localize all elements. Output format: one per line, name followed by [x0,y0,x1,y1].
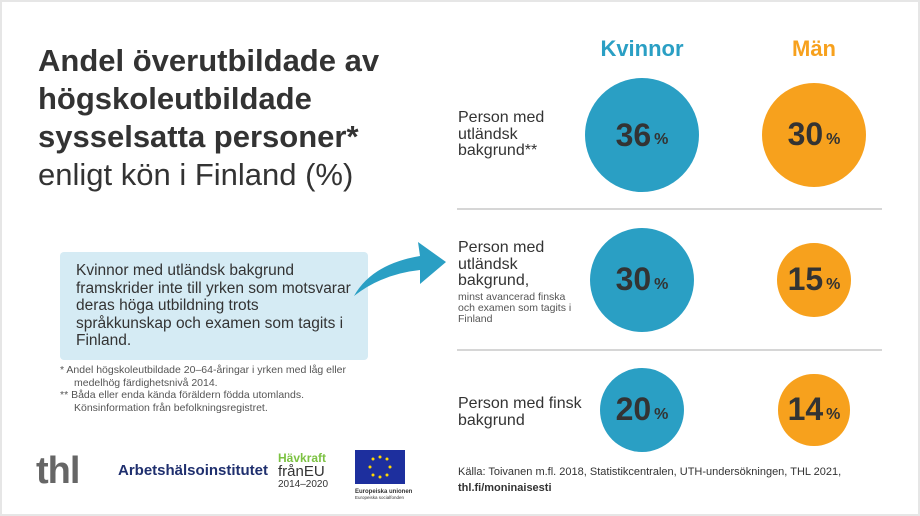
havkraft-logo: Hävkraft frånEU 2014–2020 [278,452,328,491]
footnote: ** Båda eller enda kända föräldern födda… [60,389,305,414]
arrow-icon [354,242,446,296]
source-link[interactable]: thl.fi/moninaisesti [458,482,552,494]
bubble-unit: % [826,130,841,148]
source: Källa: Toivanen m.fl. 2018, Statistikcen… [458,464,898,496]
bubble-unit: % [826,275,841,293]
source-text: Källa: Toivanen m.fl. 2018, Statistikcen… [458,466,842,478]
bubble-value: 36 [615,116,652,153]
row-label: Person med utländsk bakgrund, minst avanc… [458,239,578,325]
page-title: Andel överutbildade av högskoleutbildade… [38,42,458,194]
bubble-kvinnor: 20% [599,367,685,453]
havkraft-years: 2014–2020 [278,479,329,490]
bubble-kvinnor: 36% [585,78,699,192]
bubble-unit: % [654,131,669,148]
bubble-unit: % [654,405,669,423]
bubble-value: 30 [615,261,652,298]
footnote: * Andel högskoleutbildade 20–64-åringar … [60,364,347,389]
bubble-value: 14 [787,391,824,428]
bubble-unit: % [654,275,669,293]
legend-man: Män [792,36,836,61]
row-label: Person med finsk bakgrund [458,395,588,429]
row-label-text: Person med utländsk bakgrund** [458,109,545,159]
row-label: Person med utländsk bakgrund** [458,109,568,160]
footnotes: * Andel högskoleutbildade 20–64-åringar … [60,364,380,414]
eu-text: Europeiska socialfonden [355,495,405,500]
row-sublabel: minst avancerad finska och examen som ta… [458,290,572,325]
bubble-kvinnor: 30% [589,227,695,333]
havkraft-text: frånEU [278,463,325,480]
thl-logo: thl [36,450,80,492]
bubble-value: 15 [787,261,824,298]
bubble-value: 30 [787,116,824,153]
title-sub: enligt kön i Finland (%) [38,157,354,192]
divider [457,208,882,210]
eu-flag-icon [355,450,405,484]
ttl-logo: Arbetshälsoinstitutet [118,462,269,479]
row-label-text: Person med utländsk bakgrund, [458,239,545,289]
bubble-man: 15% [777,243,851,317]
bubble-man: 14% [778,374,850,446]
bubble-unit: % [826,405,841,423]
title-main: Andel överutbildade av högskoleutbildade… [38,43,380,154]
eu-logo: Europeiska unionen Europeiska socialfond… [355,450,412,500]
legend-kvinnor: Kvinnor [600,36,684,61]
eu-text: Europeiska unionen [355,489,413,495]
havkraft-text: Hävkraft [278,451,327,465]
row-label-text: Person med finsk bakgrund [458,395,582,429]
divider [457,349,882,351]
callout-box: Kvinnor med utländsk bakgrund framskride… [60,252,368,360]
bubble-man: 30% [761,82,867,188]
bubble-value: 20 [615,391,652,428]
